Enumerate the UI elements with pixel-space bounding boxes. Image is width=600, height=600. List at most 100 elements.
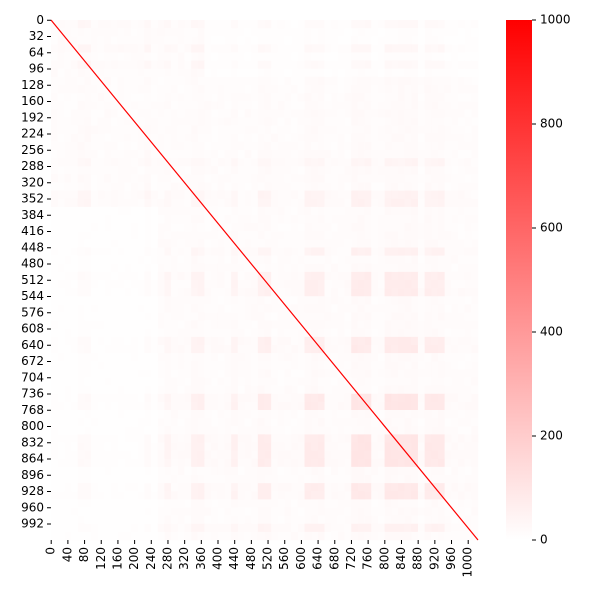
heatmap-cell <box>277 182 285 191</box>
heatmap-cell <box>151 231 159 240</box>
heatmap-cell <box>337 288 345 297</box>
y-tick-label: 544 <box>21 289 44 303</box>
heatmap-cell <box>57 288 65 297</box>
heatmap-cell <box>444 515 452 525</box>
heatmap-cell <box>437 523 445 533</box>
heatmap-cell <box>324 133 332 143</box>
heatmap-cell <box>117 174 125 183</box>
heatmap-cell <box>131 190 139 200</box>
heatmap-cell <box>51 263 58 273</box>
heatmap-cell <box>91 353 98 362</box>
heatmap-cell <box>437 466 445 476</box>
heatmap-cell <box>411 231 419 240</box>
heatmap-cell <box>437 76 445 86</box>
heatmap-cell <box>84 418 92 427</box>
heatmap-cell <box>297 117 305 126</box>
heatmap-cell <box>84 141 92 151</box>
heatmap-cell <box>297 60 305 70</box>
heatmap-cell <box>104 215 112 224</box>
heatmap-cell <box>377 434 385 443</box>
heatmap-cell <box>344 475 352 484</box>
heatmap-cell <box>384 247 392 256</box>
heatmap-cell <box>224 52 232 61</box>
heatmap-cell <box>277 263 285 273</box>
heatmap-cell <box>437 377 445 386</box>
heatmap-cell <box>257 393 265 403</box>
heatmap-cell <box>164 166 172 175</box>
heatmap-cell <box>297 393 305 403</box>
heatmap-cell <box>371 442 379 451</box>
heatmap-cell <box>337 68 345 78</box>
heatmap-cell <box>91 166 98 175</box>
heatmap-cell <box>357 239 365 248</box>
heatmap-cell <box>197 60 205 70</box>
heatmap-cell <box>464 215 472 224</box>
heatmap-cell <box>271 280 279 289</box>
heatmap-cell <box>117 361 125 370</box>
heatmap-cell <box>464 499 472 508</box>
heatmap-cell <box>117 247 125 256</box>
heatmap-cell <box>411 450 419 460</box>
heatmap-cell <box>191 150 199 159</box>
heatmap-cell <box>137 247 145 256</box>
heatmap-cell <box>464 85 472 94</box>
heatmap-cell <box>331 434 339 443</box>
heatmap-cell <box>157 369 165 378</box>
heatmap-cell <box>157 206 165 216</box>
heatmap-cell <box>191 231 199 240</box>
heatmap-cell <box>124 174 132 183</box>
heatmap-cell <box>284 345 292 354</box>
heatmap-cell <box>324 458 332 468</box>
heatmap-cell <box>91 328 98 338</box>
heatmap-cell <box>284 483 292 492</box>
heatmap-cell <box>404 515 412 525</box>
heatmap-cell <box>364 328 372 338</box>
x-tick-label: 240 <box>144 547 158 570</box>
heatmap-cell <box>111 466 119 476</box>
heatmap-cell <box>444 198 452 208</box>
heatmap-cell <box>64 385 72 395</box>
heatmap-cell <box>424 288 432 297</box>
heatmap-cell <box>217 336 225 346</box>
heatmap-cell <box>257 206 265 216</box>
heatmap-cell <box>404 483 412 492</box>
heatmap-cell <box>137 304 145 313</box>
heatmap-cell <box>351 206 359 216</box>
heatmap-cell <box>117 109 125 118</box>
y-tick-label: 992 <box>21 517 44 531</box>
heatmap-cell <box>144 458 152 468</box>
heatmap-cell <box>57 280 65 289</box>
heatmap-cell <box>91 288 98 297</box>
heatmap-cell <box>471 76 479 86</box>
heatmap-cell <box>244 515 252 525</box>
heatmap-cell <box>211 76 219 86</box>
heatmap-cell <box>397 450 405 460</box>
heatmap-cell <box>417 393 425 403</box>
x-tick-label: 840 <box>394 547 408 570</box>
heatmap-cell <box>217 158 225 167</box>
heatmap-cell <box>391 158 399 167</box>
heatmap-cell <box>204 466 212 476</box>
heatmap-cell <box>137 377 145 386</box>
heatmap-cell <box>137 401 145 411</box>
heatmap-cell <box>271 125 279 135</box>
heatmap-cell <box>257 166 265 175</box>
heatmap-cell <box>411 93 419 102</box>
heatmap-cell <box>64 76 72 86</box>
heatmap-cell <box>231 426 239 435</box>
heatmap-cell <box>397 239 405 248</box>
heatmap-cell <box>157 336 165 346</box>
heatmap-cell <box>124 377 132 386</box>
heatmap-cell <box>124 117 132 126</box>
heatmap-cell <box>377 393 385 403</box>
heatmap-cell <box>91 109 98 118</box>
heatmap-cell <box>131 320 139 330</box>
heatmap-cell <box>144 450 152 460</box>
heatmap-cell <box>284 85 292 94</box>
heatmap-cell <box>297 369 305 378</box>
heatmap-cell <box>157 247 165 256</box>
heatmap-cell <box>304 280 312 289</box>
heatmap-cell <box>464 141 472 151</box>
heatmap-cell <box>331 369 339 378</box>
heatmap-cell <box>304 385 312 395</box>
